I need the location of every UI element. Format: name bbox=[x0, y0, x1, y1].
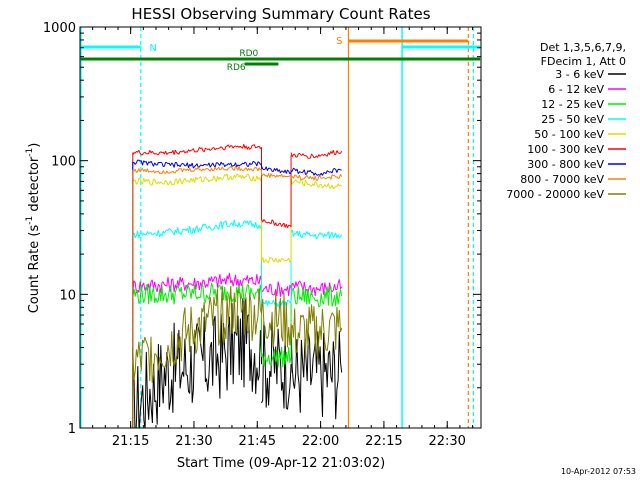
series-line bbox=[290, 179, 343, 190]
axes: 21:15 21:30 21:45 22:00 22:15 22:30 1 10 100 1000 bbox=[43, 21, 481, 449]
series-line bbox=[132, 282, 262, 305]
series-line bbox=[290, 279, 343, 297]
x-tick-label: 21:15 bbox=[112, 434, 149, 449]
legend-header: FDecim 1, Att 0 bbox=[541, 55, 626, 68]
series-line bbox=[290, 327, 343, 420]
y-tick-label: 1000 bbox=[43, 21, 76, 36]
y-tick-label: 100 bbox=[51, 155, 76, 170]
x-tick-label: 22:15 bbox=[365, 434, 402, 449]
legend-entry-label: 7000 - 20000 keV bbox=[506, 188, 604, 201]
series-line bbox=[132, 165, 262, 175]
series-line bbox=[290, 229, 343, 240]
x-tick-label: 22:30 bbox=[428, 434, 465, 449]
plot-area: N S RD0 RD6 bbox=[80, 27, 481, 428]
legend-entry-label: 300 - 800 keV bbox=[527, 158, 604, 171]
y-axis-label: Count Rate (s-1 detector-1) bbox=[25, 143, 42, 314]
x-tick-label: 21:45 bbox=[239, 434, 276, 449]
legend: Det 1,3,5,6,7,9,FDecim 1, Att 03 - 6 keV… bbox=[506, 41, 626, 201]
series-line bbox=[261, 219, 292, 228]
annotation-label: RD0 bbox=[239, 49, 258, 59]
series-line bbox=[132, 219, 262, 239]
annotation-label: N bbox=[149, 43, 156, 54]
footer-timestamp: 10-Apr-2012 07:53 bbox=[561, 467, 636, 476]
series-line bbox=[290, 174, 343, 181]
series-line bbox=[290, 167, 342, 176]
plot-content: N S RD0 RD6 bbox=[80, 27, 481, 428]
series-line bbox=[261, 256, 292, 264]
series-line bbox=[261, 173, 292, 178]
series-line bbox=[261, 281, 292, 297]
series-line bbox=[132, 159, 262, 169]
series-line bbox=[261, 346, 292, 368]
legend-header: Det 1,3,5,6,7,9, bbox=[540, 41, 626, 54]
series-line bbox=[290, 304, 343, 360]
series-line bbox=[261, 292, 292, 348]
series-line bbox=[132, 285, 262, 383]
series-line bbox=[132, 144, 262, 156]
series-line bbox=[261, 165, 292, 175]
legend-entry-label: 50 - 100 keV bbox=[534, 128, 604, 141]
annotation-label: S bbox=[336, 36, 342, 47]
legend-entry-label: 800 - 7000 keV bbox=[520, 173, 604, 186]
x-tick-label: 22:00 bbox=[302, 434, 339, 449]
legend-entry-label: 12 - 25 keV bbox=[541, 98, 604, 111]
legend-entry-label: 3 - 6 keV bbox=[555, 68, 604, 81]
series-line bbox=[290, 285, 343, 308]
legend-entry-label: 25 - 50 keV bbox=[541, 113, 604, 126]
legend-entry-label: 6 - 12 keV bbox=[548, 83, 604, 96]
series-line bbox=[132, 173, 262, 186]
legend-entry-label: 100 - 300 keV bbox=[527, 143, 604, 156]
series-line bbox=[290, 149, 343, 159]
x-axis-label: Start Time (09-Apr-12 21:03:02) bbox=[177, 456, 385, 471]
plot-frame bbox=[79, 26, 482, 429]
y-tick-label: 1 bbox=[68, 422, 76, 437]
series-line bbox=[261, 321, 292, 410]
series-line bbox=[132, 272, 262, 294]
y-tick-label: 10 bbox=[59, 288, 76, 303]
x-tick-label: 21:30 bbox=[175, 434, 212, 449]
chart-title: HESSI Observing Summary Count Rates bbox=[131, 5, 430, 23]
annotation-label: RD6 bbox=[227, 63, 246, 73]
